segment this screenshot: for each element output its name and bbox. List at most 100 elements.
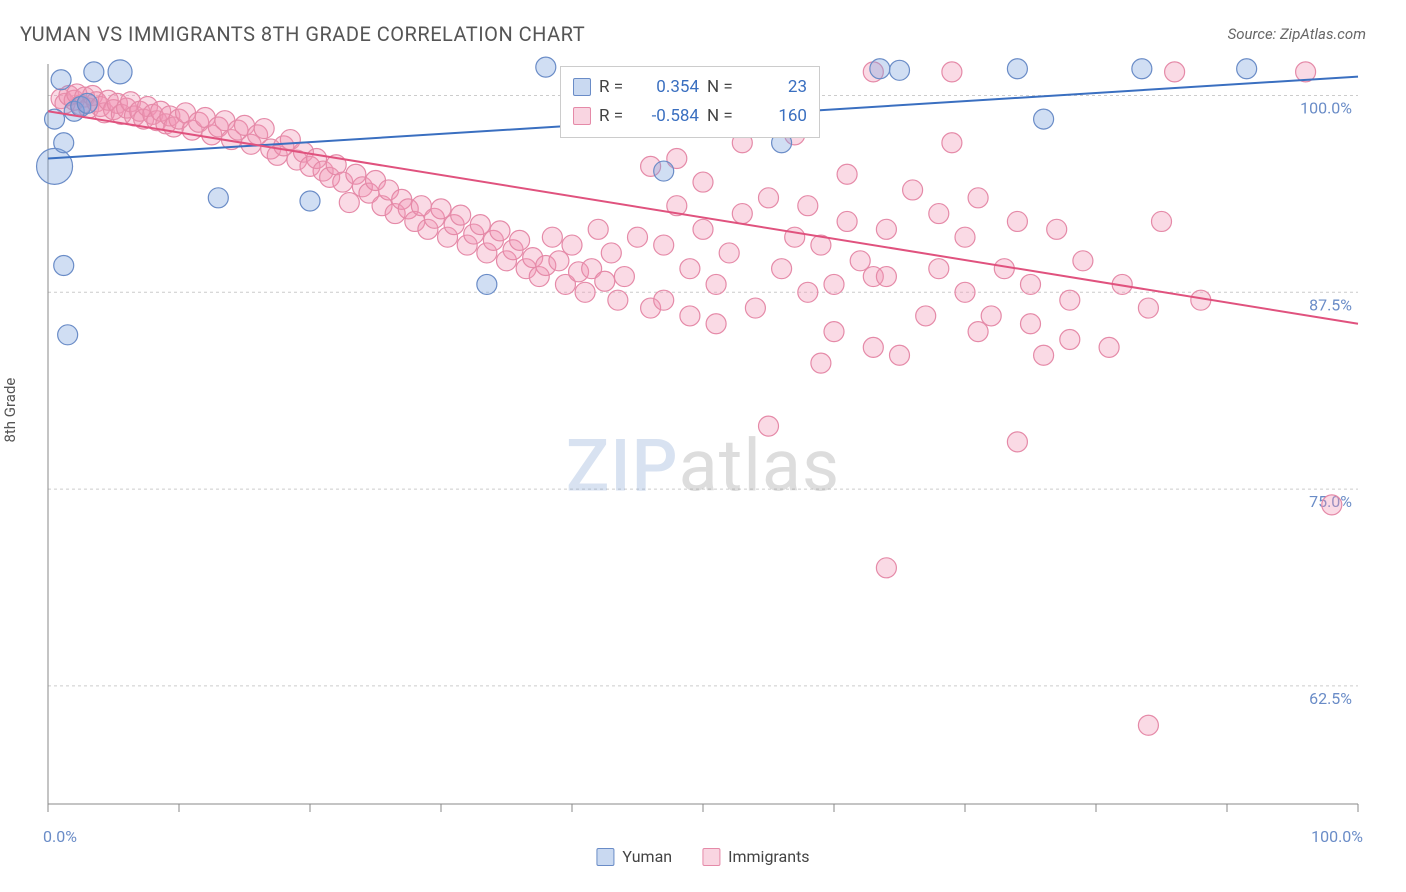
- data-point: [824, 274, 844, 294]
- data-point: [542, 227, 562, 247]
- data-point: [929, 259, 949, 279]
- data-point: [981, 306, 1001, 326]
- data-point: [654, 235, 674, 255]
- data-point: [108, 60, 132, 84]
- data-point: [1007, 59, 1027, 79]
- legend-swatch: [596, 848, 614, 866]
- data-point: [1021, 314, 1041, 334]
- scatter-chart: 62.5%75.0%87.5%100.0%0.0%100.0%: [0, 56, 1406, 846]
- data-point: [732, 204, 752, 224]
- data-point: [431, 199, 451, 219]
- data-point: [1034, 345, 1054, 365]
- data-point: [680, 259, 700, 279]
- chart-title: YUMAN VS IMMIGRANTS 8TH GRADE CORRELATIO…: [20, 22, 585, 46]
- data-point: [654, 161, 674, 181]
- svg-text:62.5%: 62.5%: [1309, 689, 1352, 708]
- legend-label: Immigrants: [728, 847, 809, 866]
- data-point: [588, 219, 608, 239]
- y-axis-label: 8th Grade: [1, 378, 19, 443]
- data-point: [208, 188, 228, 208]
- data-point: [824, 322, 844, 342]
- data-point: [601, 243, 621, 263]
- data-point: [745, 298, 765, 318]
- source-label: Source: ZipAtlas.com: [1228, 25, 1366, 43]
- data-point: [759, 416, 779, 436]
- data-point: [876, 267, 896, 287]
- data-point: [510, 230, 530, 250]
- data-point: [1138, 298, 1158, 318]
- chart-area: 8th Grade 62.5%75.0%87.5%100.0%0.0%100.0…: [0, 56, 1406, 876]
- data-point: [1237, 59, 1257, 79]
- data-point: [1060, 290, 1080, 310]
- data-point: [916, 306, 936, 326]
- data-point: [942, 62, 962, 82]
- legend-swatch: [573, 107, 591, 125]
- data-point: [1007, 432, 1027, 452]
- data-point: [903, 180, 923, 200]
- data-point: [863, 337, 883, 357]
- data-point: [876, 219, 896, 239]
- data-point: [654, 290, 674, 310]
- data-point: [549, 251, 569, 271]
- data-point: [1021, 274, 1041, 294]
- data-point: [1060, 330, 1080, 350]
- svg-text:100.0%: 100.0%: [1300, 98, 1352, 117]
- data-point: [1099, 337, 1119, 357]
- data-point: [942, 133, 962, 153]
- data-point: [54, 256, 74, 276]
- data-point: [575, 282, 595, 302]
- data-point: [706, 274, 726, 294]
- data-point: [968, 322, 988, 342]
- data-point: [968, 188, 988, 208]
- data-point: [1165, 62, 1185, 82]
- data-point: [58, 325, 78, 345]
- data-point: [680, 306, 700, 326]
- data-point: [595, 271, 615, 291]
- data-point: [54, 133, 74, 153]
- data-point: [759, 188, 779, 208]
- data-point: [84, 62, 104, 82]
- legend-label: Yuman: [622, 847, 672, 866]
- data-point: [693, 219, 713, 239]
- data-point: [994, 259, 1014, 279]
- data-point: [798, 196, 818, 216]
- data-point: [719, 243, 739, 263]
- data-point: [870, 59, 890, 79]
- data-point: [254, 119, 274, 139]
- data-point: [628, 227, 648, 247]
- data-point: [1007, 211, 1027, 231]
- data-point: [608, 290, 628, 310]
- svg-text:100.0%: 100.0%: [1311, 827, 1363, 846]
- data-point: [1073, 251, 1093, 271]
- legend-bottom: Yuman Immigrants: [596, 847, 809, 866]
- data-point: [37, 148, 73, 184]
- legend-swatch: [702, 848, 720, 866]
- data-point: [929, 204, 949, 224]
- data-point: [837, 164, 857, 184]
- data-point: [490, 221, 510, 241]
- data-point: [1034, 109, 1054, 129]
- data-point: [1132, 59, 1152, 79]
- svg-text:87.5%: 87.5%: [1309, 295, 1352, 314]
- data-point: [1152, 211, 1172, 231]
- data-point: [451, 205, 471, 225]
- data-point: [798, 282, 818, 302]
- data-point: [1138, 715, 1158, 735]
- data-point: [772, 259, 792, 279]
- data-point: [955, 282, 975, 302]
- data-point: [562, 235, 582, 255]
- data-point: [876, 558, 896, 578]
- data-point: [706, 314, 726, 334]
- legend-item: Yuman: [596, 847, 672, 866]
- data-point: [837, 211, 857, 231]
- data-point: [470, 215, 490, 235]
- data-point: [77, 93, 97, 113]
- data-point: [1322, 495, 1342, 515]
- legend-swatch: [573, 78, 591, 96]
- data-point: [890, 60, 910, 80]
- data-point: [785, 227, 805, 247]
- stats-legend: R =0.354N =23R =-0.584N =160: [560, 66, 820, 138]
- data-point: [51, 70, 71, 90]
- data-point: [300, 191, 320, 211]
- data-point: [850, 251, 870, 271]
